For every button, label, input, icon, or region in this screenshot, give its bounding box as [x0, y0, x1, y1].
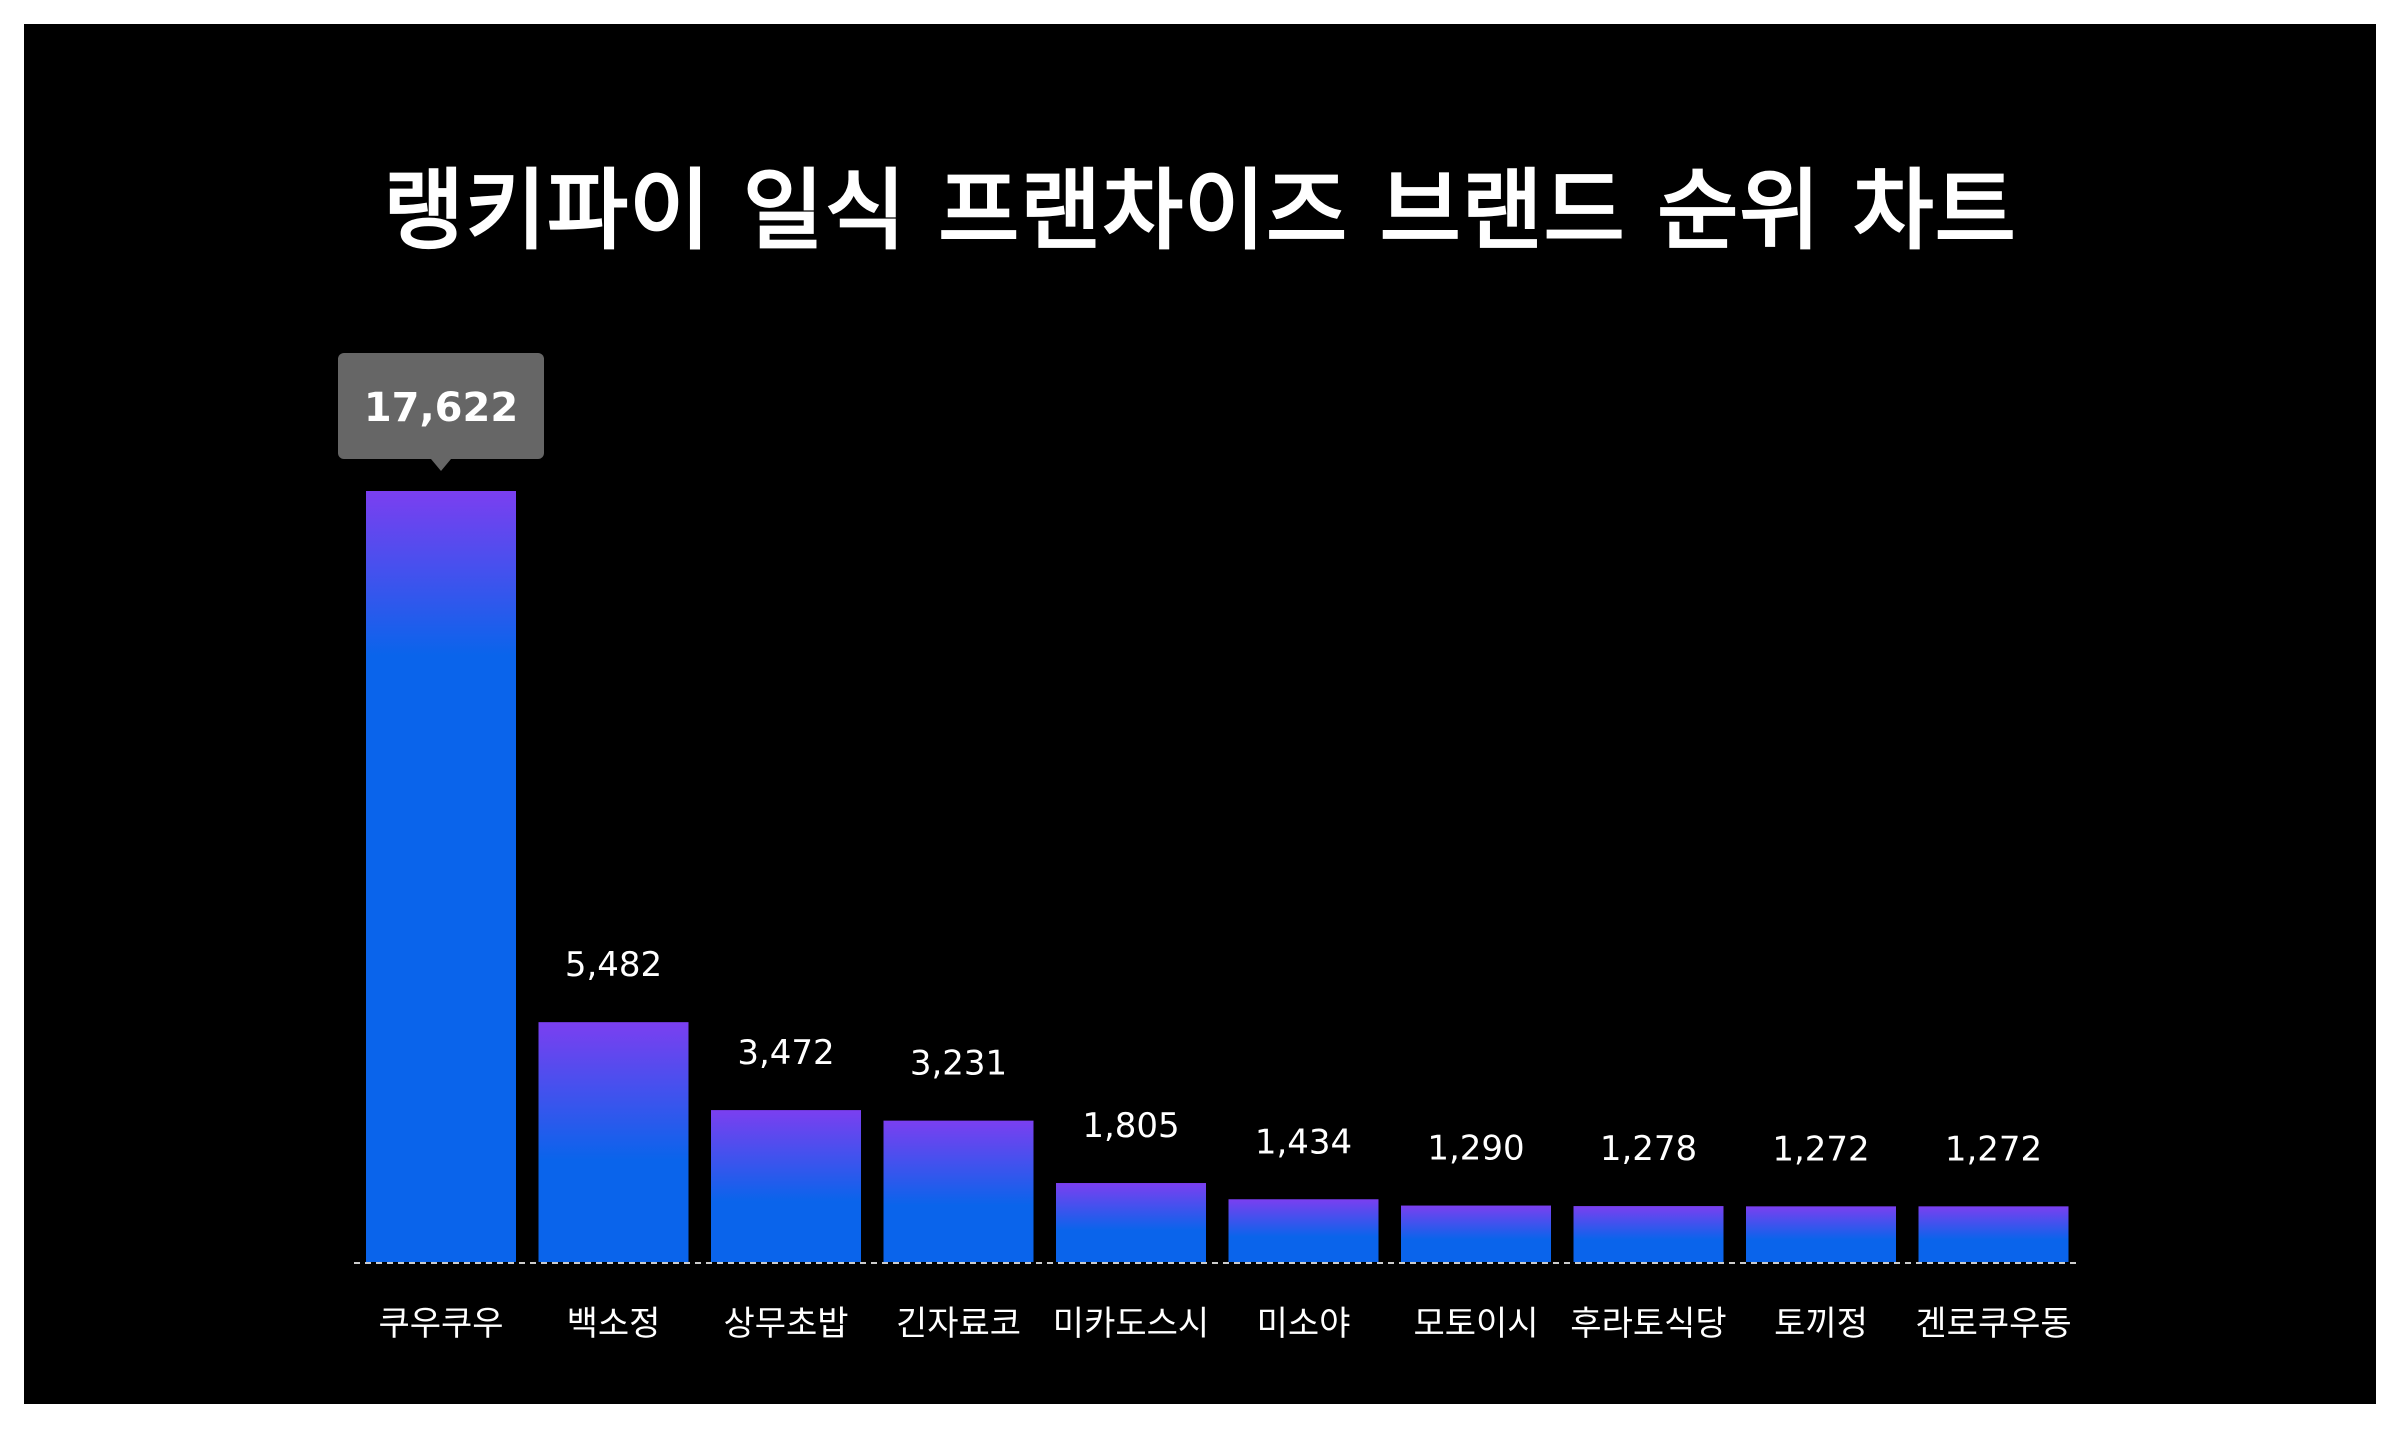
- tooltip-pointer: [431, 459, 451, 471]
- tooltip-box: [338, 353, 544, 459]
- category-label-5: 미카도스시: [1053, 1304, 1209, 1344]
- value-label-8: 1,278: [1600, 1129, 1697, 1169]
- value-label-9: 1,272: [1772, 1129, 1869, 1169]
- value-label-6: 1,434: [1255, 1122, 1352, 1162]
- bar-5[interactable]: [1056, 1183, 1206, 1262]
- bar-4[interactable]: [883, 1120, 1034, 1262]
- value-label-5: 1,805: [1082, 1106, 1179, 1146]
- bar-2[interactable]: [538, 1022, 689, 1262]
- bar-6[interactable]: [1228, 1199, 1379, 1262]
- category-label-10: 겐로쿠우동: [1915, 1304, 2071, 1344]
- value-label-3: 3,472: [737, 1033, 834, 1073]
- category-label-9: 토끼정: [1774, 1304, 1868, 1344]
- bar-8[interactable]: [1573, 1206, 1724, 1262]
- chart-title: 랭키파이 일식 프랜차이즈 브랜드 순위 차트: [383, 159, 2017, 262]
- bar-9[interactable]: [1746, 1206, 1896, 1262]
- bar-1[interactable]: [366, 491, 516, 1262]
- value-label-4: 3,231: [910, 1044, 1007, 1084]
- bar-3[interactable]: [711, 1110, 861, 1262]
- category-label-8: 후라토식당: [1570, 1304, 1726, 1344]
- category-label-1: 쿠우쿠우: [378, 1304, 503, 1344]
- value-label-1: 17,622: [364, 385, 518, 431]
- category-label-3: 상무초밥: [723, 1304, 848, 1344]
- bar-10[interactable]: [1918, 1206, 2069, 1262]
- value-label-10: 1,272: [1945, 1129, 2042, 1169]
- value-label-2: 5,482: [565, 945, 662, 985]
- category-label-4: 긴자료코: [896, 1304, 1021, 1344]
- bar-7[interactable]: [1401, 1205, 1551, 1262]
- category-label-6: 미소야: [1257, 1304, 1351, 1344]
- category-label-7: 모토이시: [1413, 1304, 1538, 1344]
- value-label-7: 1,290: [1427, 1129, 1524, 1169]
- category-label-2: 백소정: [567, 1304, 661, 1344]
